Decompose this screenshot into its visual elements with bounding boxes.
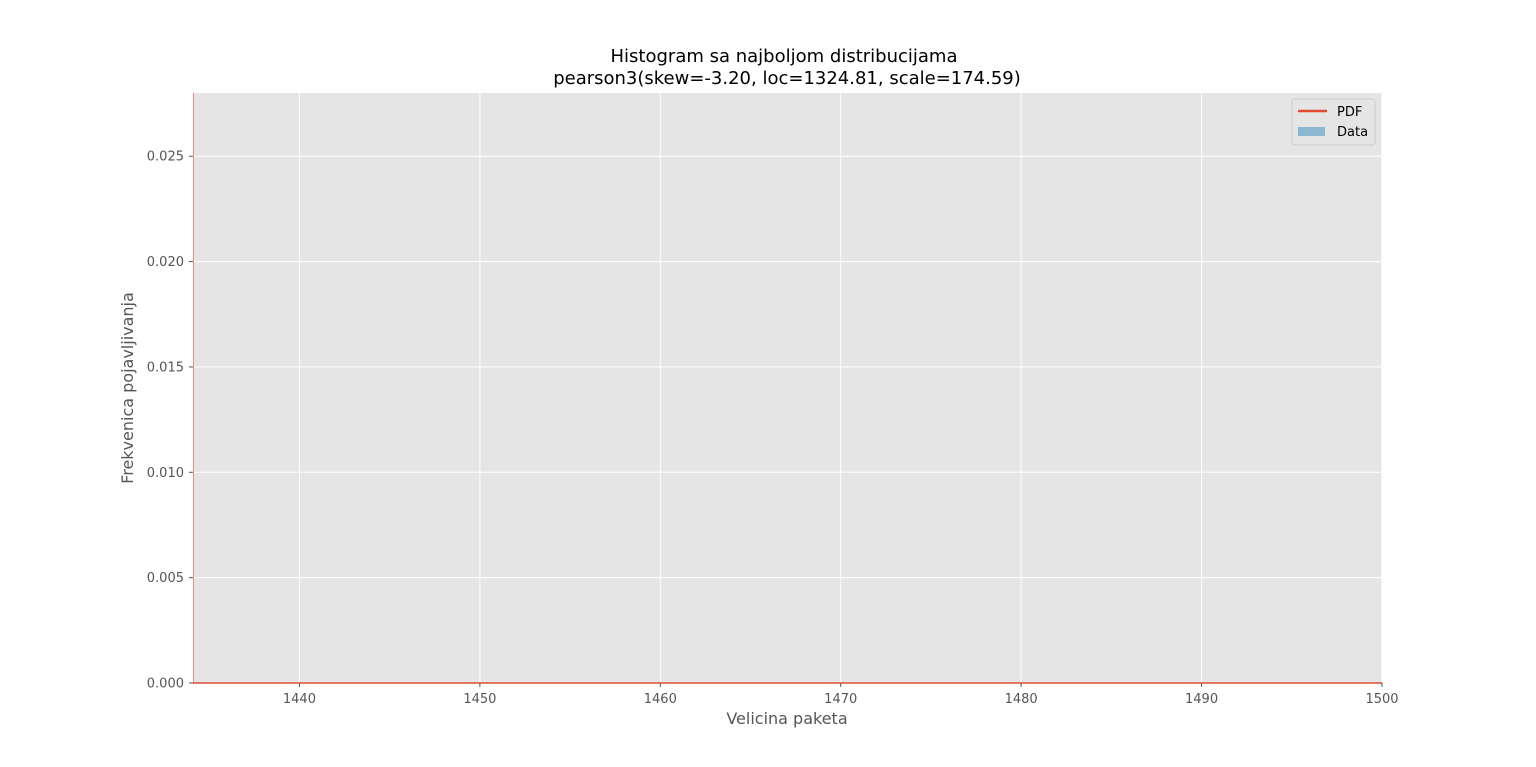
series-layer: [193, 93, 1382, 684]
x-tick-label: 1470: [824, 692, 857, 707]
x-tick-label: 1450: [463, 692, 496, 707]
legend-pdf-label: PDF: [1337, 105, 1362, 120]
x-tick-label: 1480: [1005, 692, 1038, 707]
y-tick-label: 0.010: [147, 466, 184, 481]
legend-data-label: Data: [1337, 125, 1368, 140]
y-tick-label: 0.015: [147, 360, 184, 375]
legend: PDF Data: [1291, 98, 1376, 146]
chart-title: Histogram sa najboljom distribucijama: [611, 46, 958, 67]
y-axis-ticks: 0.000 0.005 0.010 0.015 0.020 0.025: [147, 150, 193, 692]
legend-data-swatch: [1298, 127, 1325, 136]
x-tick-label: 1500: [1365, 692, 1398, 707]
x-tick-label: 1490: [1185, 692, 1218, 707]
x-axis-ticks: 1440 1450 1460 1470 1480 1490 1500: [283, 683, 1399, 707]
chart-subtitle: pearson3(skew=-3.20, loc=1324.81, scale=…: [553, 68, 1021, 89]
y-tick-label: 0.020: [147, 255, 184, 270]
grid-lines: [193, 93, 1383, 684]
y-tick-label: 0.005: [147, 571, 184, 586]
y-tick-label: 0.000: [147, 677, 184, 692]
x-tick-label: 1460: [644, 692, 677, 707]
x-tick-label: 1440: [283, 692, 316, 707]
x-axis-label: Velicina paketa: [726, 709, 847, 728]
y-axis-label: Frekvenica pojavljivanja: [118, 292, 137, 484]
plot-area: [193, 93, 1382, 683]
y-tick-label: 0.025: [147, 150, 184, 165]
